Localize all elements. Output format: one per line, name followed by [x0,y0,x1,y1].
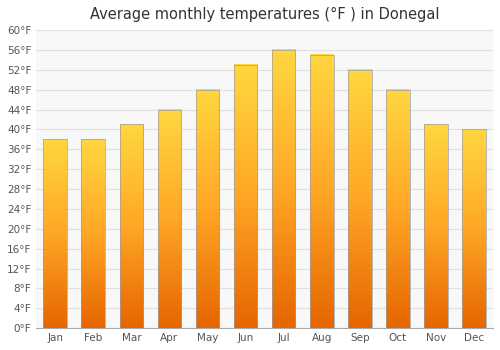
Bar [348,70,372,328]
Bar [272,50,295,328]
Bar [310,55,334,328]
Bar [44,139,67,328]
Bar [82,139,105,328]
Bar [120,125,143,328]
Bar [386,90,409,328]
Bar [462,130,486,328]
Bar [234,65,258,328]
Bar [424,125,448,328]
Bar [158,110,181,328]
Title: Average monthly temperatures (°F ) in Donegal: Average monthly temperatures (°F ) in Do… [90,7,440,22]
Bar [196,90,220,328]
